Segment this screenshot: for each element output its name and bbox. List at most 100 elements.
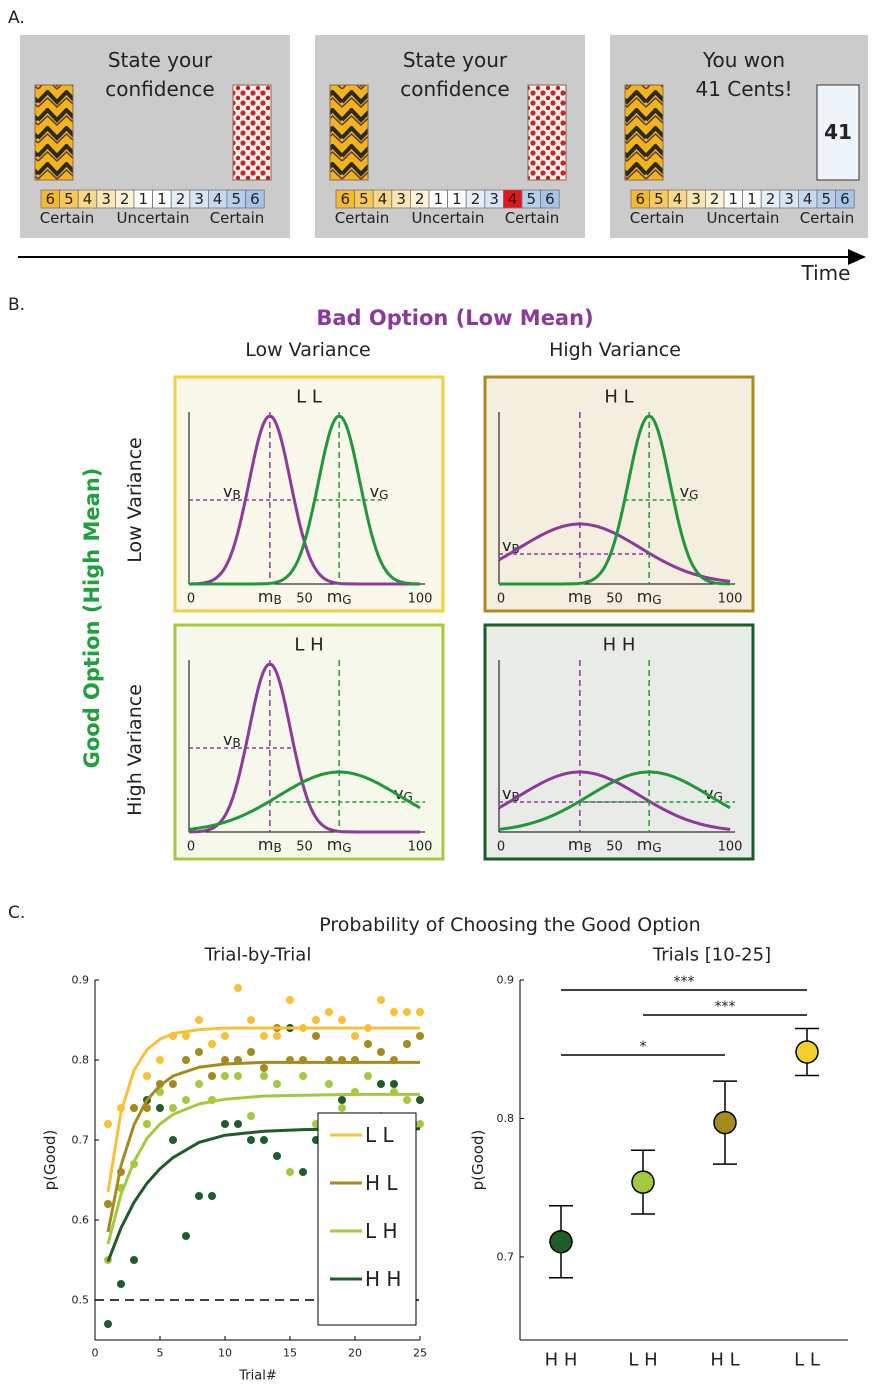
panel-label: C. — [8, 903, 25, 923]
symbol: m — [327, 587, 343, 606]
x-tick-label: 100 — [408, 840, 433, 855]
subscript: G — [342, 593, 351, 607]
data-point — [182, 1232, 190, 1240]
subscript: B — [584, 593, 592, 607]
chart-title: Trial-by-Trial — [204, 945, 312, 966]
scale-label: Uncertain — [707, 209, 780, 227]
data-point — [234, 984, 242, 992]
data-point — [338, 1016, 346, 1024]
x-tick-label: 50 — [606, 592, 623, 607]
scale-digit: 4 — [83, 190, 93, 208]
screen-message: State your — [108, 48, 213, 72]
scale-digit: 4 — [673, 190, 683, 208]
data-point — [299, 1168, 307, 1176]
x-tick-label: 0 — [497, 592, 505, 607]
symbol: v — [502, 536, 511, 555]
scale-digit: 3 — [691, 190, 701, 208]
mean-point — [713, 1110, 737, 1135]
card-left — [34, 84, 74, 181]
screen-message: 41 Cents! — [695, 77, 792, 101]
scale-digit: 2 — [766, 190, 776, 208]
data-point — [143, 1120, 151, 1128]
distribution-curve — [189, 414, 420, 586]
subscript: G — [689, 488, 698, 502]
plot-title: H H — [603, 635, 636, 656]
data-point — [208, 1192, 216, 1200]
subscript: B — [274, 593, 282, 607]
data-point — [299, 1072, 307, 1080]
scale-digit: 6 — [46, 190, 56, 208]
scale-digit: 5 — [654, 190, 664, 208]
distribution-curve — [498, 770, 731, 831]
data-point — [247, 1016, 255, 1024]
x-tick-label: 20 — [348, 1347, 362, 1360]
data-point — [390, 1080, 398, 1088]
scale-digit: 3 — [101, 190, 111, 208]
y-tick-label: 0.8 — [72, 1054, 90, 1067]
subscript: B — [584, 841, 592, 855]
mean-label: mB — [568, 835, 592, 856]
scale-label: Certain — [40, 209, 95, 227]
screen-message: confidence — [400, 77, 509, 101]
variance-label: vG — [704, 784, 723, 805]
variance-label: vG — [394, 784, 413, 805]
data-point — [195, 1080, 203, 1088]
data-point — [260, 1064, 268, 1072]
x-tick-label: 0 — [187, 840, 195, 855]
data-point — [182, 1032, 190, 1040]
panel-label: A. — [8, 8, 25, 28]
legend-label: L H — [365, 1219, 398, 1243]
symbol: v — [223, 482, 232, 501]
fit-line — [106, 1127, 420, 1263]
x-tick-label: H L — [710, 1350, 739, 1371]
x-tick-label: 0 — [187, 592, 195, 607]
scale-digit: 3 — [194, 190, 204, 208]
data-point — [403, 1040, 411, 1048]
mean-label: mB — [258, 835, 282, 856]
data-point — [403, 1008, 411, 1016]
scale-digit: 3 — [396, 190, 406, 208]
chart-title: Trials [10-25] — [652, 945, 771, 966]
data-point — [156, 1104, 164, 1112]
data-point — [169, 1104, 177, 1112]
scale-box — [540, 189, 560, 209]
symbol: v — [394, 784, 403, 803]
x-tick-label: 100 — [718, 592, 743, 607]
data-point — [247, 1048, 255, 1056]
data-point — [221, 1032, 229, 1040]
mean-point — [795, 1040, 819, 1064]
scale-digit: 2 — [471, 190, 481, 208]
data-point — [390, 1008, 398, 1016]
data-point — [364, 1040, 372, 1048]
scale-digit: 5 — [64, 190, 74, 208]
card-right — [527, 84, 567, 181]
data-point — [195, 1192, 203, 1200]
fit-line — [106, 1092, 420, 1245]
symbol: m — [327, 835, 343, 854]
variance-label: vG — [680, 482, 699, 503]
data-point — [403, 1096, 411, 1104]
data-point — [273, 1152, 281, 1160]
scale-label: Certain — [630, 209, 685, 227]
y-tick-label: 0.9 — [72, 974, 90, 987]
data-point — [130, 1104, 138, 1112]
scale-digit: 6 — [545, 190, 555, 208]
data-point — [260, 1032, 268, 1040]
plot-title: H L — [604, 387, 633, 408]
data-point — [416, 1008, 424, 1016]
symbol: m — [637, 835, 653, 854]
data-point — [286, 996, 294, 1004]
plot-title: L H — [294, 635, 323, 656]
symbol: m — [258, 835, 274, 854]
data-point — [325, 1008, 333, 1016]
y-axis-label: p(Good) — [41, 1130, 59, 1191]
bad-option-title: Bad Option (Low Mean) — [316, 306, 593, 330]
scale-digit: 3 — [784, 190, 794, 208]
scale-digit: 1 — [452, 190, 462, 208]
scale-digit: 4 — [803, 190, 813, 208]
data-point — [221, 1072, 229, 1080]
row-label: High Variance — [124, 684, 146, 816]
reward-value: 41 — [824, 120, 852, 144]
y-tick-label: 0.8 — [497, 1112, 515, 1125]
